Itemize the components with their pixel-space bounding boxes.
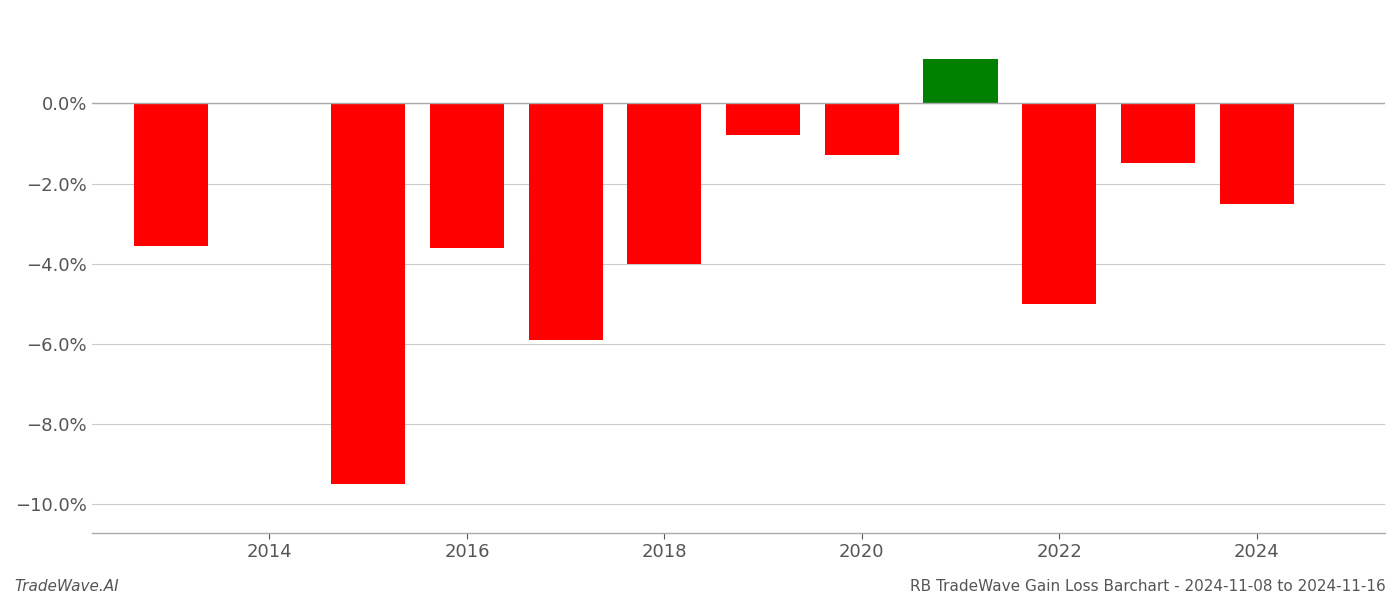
Text: TradeWave.AI: TradeWave.AI <box>14 579 119 594</box>
Bar <box>1022 103 1096 304</box>
Bar <box>825 103 899 155</box>
Bar <box>133 103 207 246</box>
Bar <box>529 103 602 340</box>
Bar <box>332 103 405 484</box>
Bar <box>924 59 998 103</box>
Bar <box>727 103 799 136</box>
Bar <box>1121 103 1196 163</box>
Text: RB TradeWave Gain Loss Barchart - 2024-11-08 to 2024-11-16: RB TradeWave Gain Loss Barchart - 2024-1… <box>910 579 1386 594</box>
Bar <box>430 103 504 248</box>
Bar <box>627 103 701 264</box>
Bar <box>1219 103 1294 203</box>
